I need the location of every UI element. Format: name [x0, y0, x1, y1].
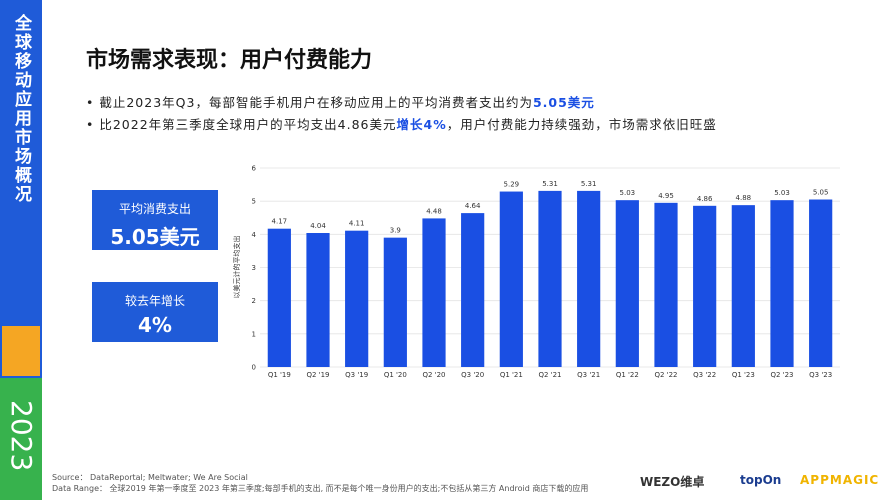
y-tick-label: 0 — [252, 364, 256, 372]
sidebar-title: 全球移动应用市场概况 — [11, 14, 31, 204]
data-range: Data Range： 全球2019 年第一季度至 2023 年第三季度;每部手… — [52, 484, 589, 493]
x-tick-label: Q3 '20 — [461, 371, 484, 379]
value-label: 4.88 — [736, 194, 752, 202]
logo: topOn — [740, 473, 782, 487]
value-label: 4.95 — [658, 192, 674, 200]
heading: 市场需求表现：用户付费能力 — [86, 48, 373, 73]
bar — [654, 202, 678, 367]
card-value: 5.05美元 — [110, 225, 200, 249]
y-tick-label: 5 — [252, 198, 256, 206]
bullet: • 截止2023年Q3，每部智能手机用户在移动应用上的平均消费者支出约为5.05… — [86, 95, 595, 110]
value-label: 5.29 — [504, 181, 520, 189]
highlight: 增长4% — [396, 117, 447, 132]
x-tick-label: Q2 '21 — [538, 371, 561, 379]
chart: 以美元计的平均支出 0 1 2 3 4 5 6 Q1 '19 4.17 Q2 '19 4.04 Q3 … — [232, 165, 840, 379]
value-label: 5.05 — [813, 189, 829, 197]
text: ，用户付费能力持续强劲，市场需求依旧旺盛 — [446, 117, 717, 132]
year: 2023 — [5, 400, 38, 472]
y-tick-label: 1 — [252, 330, 256, 338]
bar — [615, 200, 639, 367]
x-tick-label: Q3 '19 — [345, 371, 368, 379]
logo: APPMAGIC — [800, 473, 880, 487]
value-label: 4.11 — [349, 220, 365, 228]
bar — [267, 228, 291, 367]
value-label: 4.04 — [310, 222, 326, 230]
bar — [345, 230, 369, 367]
x-tick-label: Q1 '19 — [268, 371, 291, 379]
value-label: 5.03 — [774, 189, 790, 197]
stat-card: 较去年增长 4% — [92, 282, 218, 342]
bar — [809, 199, 833, 367]
bar — [383, 237, 407, 367]
value-label: 4.48 — [426, 207, 442, 215]
footer: Source： DataReportal; Meltwater; We Are … — [52, 472, 588, 494]
x-tick-label: Q2 '20 — [422, 371, 445, 379]
text: 比2022年第三季度全球用户的平均支出4.86美元 — [99, 117, 397, 132]
x-tick-label: Q3 '23 — [809, 371, 832, 379]
y-axis-title: 以美元计的平均支出 — [232, 236, 241, 299]
x-tick-label: Q3 '21 — [577, 371, 600, 379]
bar — [577, 190, 601, 367]
sidebar-bottom — [0, 378, 42, 500]
bar — [538, 190, 562, 367]
value-label: 4.86 — [697, 195, 713, 203]
bar — [693, 205, 717, 367]
card-label: 平均消费支出 — [118, 202, 191, 216]
card-value: 4% — [138, 313, 172, 337]
x-tick-label: Q1 '22 — [616, 371, 639, 379]
x-tick-label: Q1 '23 — [732, 371, 755, 379]
bar — [499, 191, 523, 367]
bullet: • 比2022年第三季度全球用户的平均支出4.86美元增长4%，用户付费能力持续… — [86, 117, 717, 132]
highlight: 5.05美元 — [532, 95, 595, 110]
y-tick-label: 4 — [252, 231, 257, 239]
x-tick-label: Q2 '22 — [654, 371, 677, 379]
stat-card: 平均消费支出 5.05美元 — [92, 190, 218, 250]
y-tick-label: 2 — [252, 297, 256, 305]
badge — [2, 326, 40, 376]
value-label: 4.64 — [465, 202, 481, 210]
value-label: 5.03 — [620, 189, 636, 197]
x-tick-label: Q1 '20 — [384, 371, 407, 379]
card-label: 较去年增长 — [124, 294, 185, 308]
x-tick-label: Q3 '22 — [693, 371, 716, 379]
text: 截止2023年Q3，每部智能手机用户在移动应用上的平均消费者支出约为 — [99, 95, 533, 110]
y-tick-label: 3 — [252, 264, 256, 272]
value-label: 5.31 — [581, 180, 597, 188]
bar — [731, 205, 755, 367]
value-label: 3.9 — [390, 227, 401, 235]
value-label: 4.17 — [272, 218, 288, 226]
x-tick-label: Q1 '21 — [500, 371, 523, 379]
y-tick-label: 6 — [252, 165, 257, 173]
x-tick-label: Q2 '23 — [770, 371, 793, 379]
x-tick-label: Q2 '19 — [306, 371, 329, 379]
bar — [461, 213, 485, 367]
logo: WEZO维卓 — [640, 475, 705, 489]
bar — [770, 200, 794, 367]
value-label: 5.31 — [542, 180, 558, 188]
bar — [306, 233, 330, 367]
source: Source： DataReportal; Meltwater; We Are … — [52, 473, 248, 482]
bar — [422, 218, 446, 367]
